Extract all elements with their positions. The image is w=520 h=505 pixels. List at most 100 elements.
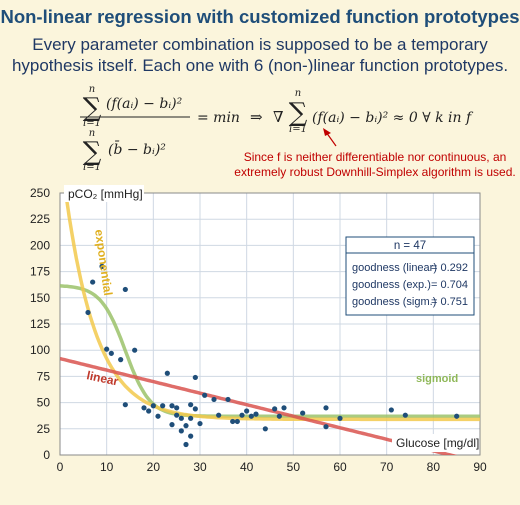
data-point (169, 403, 175, 409)
stats-label-sigm: goodness (sigm.) (352, 296, 436, 308)
data-point (183, 423, 189, 429)
data-point (197, 420, 203, 427)
stats-value-linear: = 0.292 (431, 262, 468, 274)
sum-lower-2: i=1 (83, 162, 101, 173)
data-point (174, 405, 180, 411)
note-line-2: extremely robust Downhill-Simplex algori… (234, 165, 516, 179)
implies-symbol: ⇒ (250, 108, 263, 126)
sum-symbol-2: ∑ (83, 137, 102, 167)
data-point (281, 405, 287, 411)
sum-upper-3: n (295, 88, 301, 99)
data-point (118, 357, 124, 363)
data-point (183, 441, 189, 448)
data-point (164, 370, 170, 376)
data-point (146, 408, 152, 414)
y-tick-label: 100 (30, 343, 50, 357)
stats-label-exp: goodness (exp.) (352, 279, 431, 291)
x-tick-label: 90 (473, 460, 487, 474)
scatter-chart: 0 10 20 30 40 50 60 70 80 90 0 25 50 75 100 125 150 175 20… (30, 185, 487, 474)
sum-lower-1: i=1 (83, 118, 101, 129)
data-point (122, 402, 128, 408)
data-point (108, 350, 114, 356)
stats-value-sigm: = 0.751 (431, 296, 468, 308)
data-point (216, 412, 222, 418)
left-denominator: (b̄ − bᵢ)² (108, 140, 166, 158)
sum-symbol-3: ∑ (289, 98, 308, 128)
data-point (225, 396, 231, 403)
data-point (188, 415, 194, 421)
x-tick-label: 30 (193, 460, 207, 474)
x-tick-label: 10 (100, 460, 114, 474)
x-tick-label: 40 (240, 460, 254, 474)
y-tick-label: 0 (43, 448, 50, 462)
fit-curve-exponential (64, 193, 480, 422)
nabla-symbol: ∇ (273, 108, 283, 126)
data-point (85, 309, 91, 316)
y-tick-label: 75 (37, 369, 51, 383)
data-point (178, 415, 184, 421)
y-tick-label: 25 (37, 422, 51, 436)
ylabel-bg (64, 185, 144, 202)
x-tick-label: 0 (57, 460, 64, 474)
data-point (90, 279, 96, 285)
data-point (454, 413, 460, 419)
note-arrow-head (323, 128, 331, 136)
data-point (99, 263, 105, 269)
data-point (300, 410, 306, 416)
data-point (337, 415, 343, 421)
data-point (234, 418, 240, 425)
data-point (192, 406, 198, 412)
data-point (160, 403, 166, 409)
intro-line-2: hypothesis itself. Each one with 6 (non-… (11, 56, 509, 75)
note-line-1: Since f is neither differentiable nor co… (243, 150, 507, 164)
y-tick-label: 225 (30, 212, 50, 226)
data-point (272, 406, 278, 412)
data-point (248, 413, 254, 419)
intro-text: Every parameter combination is supposed … (0, 34, 520, 76)
data-point (150, 403, 156, 409)
data-point (253, 411, 259, 417)
stats-n: n = 47 (394, 240, 426, 252)
stats-value-exp: = 0.704 (431, 279, 468, 291)
data-point (132, 347, 138, 353)
data-point (262, 426, 268, 432)
data-point (188, 402, 194, 408)
data-point (276, 413, 282, 419)
data-point (230, 418, 236, 425)
data-point (155, 413, 161, 419)
stats-label-linear: goodness (linear) (352, 262, 437, 274)
data-points (85, 263, 460, 448)
data-point (122, 286, 128, 293)
data-point (169, 422, 175, 428)
stats-box-frame (345, 236, 475, 316)
fit-curve-sigmoid (60, 284, 480, 418)
axis-ticks: 0 10 20 30 40 50 60 70 80 90 0 25 50 75 100 125 150 175 20… (30, 186, 487, 474)
algorithm-note: Since f is neither differentiable nor co… (230, 150, 520, 180)
x-tick-label: 80 (427, 460, 441, 474)
y-tick-label: 250 (30, 186, 50, 200)
x-tick-label: 50 (287, 460, 301, 474)
y-tick-label: 125 (30, 317, 50, 331)
y-axis-label: pCO₂ [mmHg] (68, 187, 143, 201)
fit-label-sigmoid: sigmoid (416, 373, 458, 385)
equals-min: = min (197, 110, 240, 126)
y-tick-label: 150 (30, 291, 50, 305)
intro-line-1: Every parameter combination is supposed … (32, 35, 488, 54)
x-tick-label: 60 (333, 460, 347, 474)
data-point (239, 412, 245, 418)
data-point (174, 412, 180, 418)
data-point (178, 428, 184, 434)
data-point (141, 405, 147, 411)
data-point (104, 346, 110, 352)
stats-box: n = 47 goodness (linear) = 0.292 goodnes… (345, 236, 475, 316)
sum-upper-1: n (89, 84, 95, 95)
sum-upper-2: n (89, 128, 95, 139)
data-point (402, 412, 408, 418)
y-tick-label: 50 (37, 396, 51, 410)
x-tick-label: 20 (147, 460, 161, 474)
data-point (323, 424, 329, 430)
xlabel-bg (392, 434, 478, 452)
data-point (388, 407, 394, 413)
data-point (323, 405, 329, 411)
fit-label-linear: linear (85, 368, 120, 388)
